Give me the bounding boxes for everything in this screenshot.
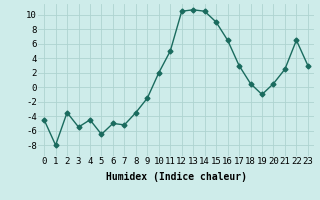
X-axis label: Humidex (Indice chaleur): Humidex (Indice chaleur) [106, 172, 246, 182]
